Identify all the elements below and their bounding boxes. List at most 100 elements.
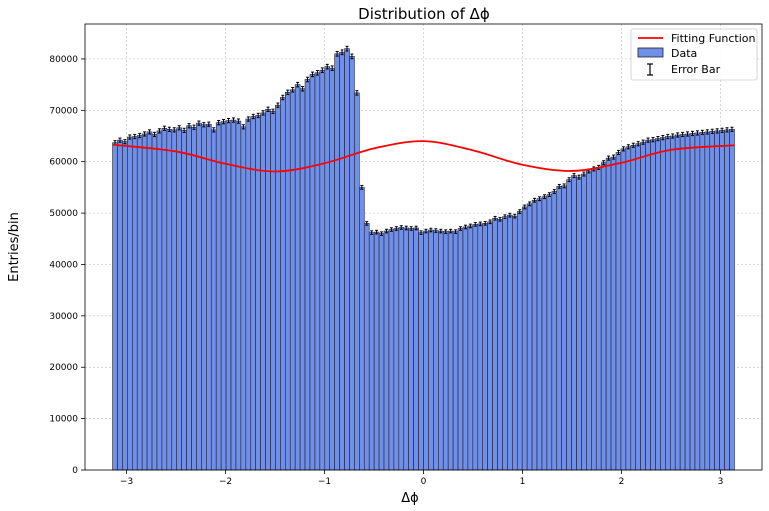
error-bar xyxy=(562,183,566,189)
error-bar xyxy=(730,126,734,132)
y-tick-label: 30000 xyxy=(49,312,78,322)
histogram-bar xyxy=(127,136,133,471)
error-bar xyxy=(424,228,428,234)
histogram-bar xyxy=(245,118,252,471)
histogram-bar xyxy=(630,144,637,471)
error-bar xyxy=(251,113,255,120)
histogram-bar xyxy=(235,120,242,471)
histogram-bar xyxy=(285,92,291,471)
error-bar xyxy=(202,122,206,128)
error-bar xyxy=(468,223,472,229)
histogram-bar xyxy=(660,137,666,471)
y-tick-label: 20000 xyxy=(49,363,78,373)
histogram-bar xyxy=(206,123,212,471)
error-bar xyxy=(577,174,581,180)
histogram-bar xyxy=(679,134,686,471)
error-bar xyxy=(537,196,541,202)
error-bar xyxy=(375,229,379,235)
error-bar xyxy=(478,221,482,227)
histogram-bar xyxy=(452,231,459,471)
histogram-bar xyxy=(166,129,173,471)
histogram-bar xyxy=(526,203,533,471)
histogram-bar xyxy=(714,130,720,471)
error-bar xyxy=(676,132,680,138)
error-bar xyxy=(463,224,467,230)
x-axis-title: Δϕ xyxy=(401,491,418,506)
error-bar xyxy=(394,226,398,231)
error-bar xyxy=(607,155,611,161)
error-bar xyxy=(133,133,137,140)
error-bar xyxy=(315,70,319,76)
histogram-bar xyxy=(442,231,449,471)
error-bar xyxy=(143,131,147,137)
error-bar xyxy=(246,116,250,122)
histogram-bar xyxy=(477,223,484,471)
histogram-bar xyxy=(576,176,582,471)
error-bar xyxy=(217,120,221,126)
histogram-bar xyxy=(457,228,464,471)
histogram-bar xyxy=(289,89,296,471)
error-bar xyxy=(162,125,166,131)
error-bar xyxy=(365,221,369,226)
error-bar xyxy=(547,192,551,197)
histogram-bar xyxy=(359,187,365,471)
histogram-bar xyxy=(669,135,676,471)
histogram-bar xyxy=(586,170,592,471)
error-bar xyxy=(552,189,556,194)
error-bar xyxy=(498,216,502,222)
x-tick-label: 1 xyxy=(520,477,526,487)
x-tick-label: −2 xyxy=(219,477,232,487)
error-bar xyxy=(320,67,324,74)
legend-data-swatch xyxy=(637,47,664,58)
histogram-bar xyxy=(368,232,375,471)
error-bar xyxy=(325,63,329,70)
histogram-bar xyxy=(665,136,671,471)
legend-error-label: Error Bar xyxy=(671,63,721,76)
histogram-bar xyxy=(615,152,622,471)
error-bar xyxy=(241,124,245,130)
histogram-bar xyxy=(191,126,197,471)
histogram-bar xyxy=(719,130,725,471)
error-bar xyxy=(128,134,132,140)
histogram-bar xyxy=(512,215,518,471)
error-bar xyxy=(266,106,270,112)
legend-fit-label: Fitting Function xyxy=(671,32,756,45)
error-bar xyxy=(148,129,152,135)
histogram-bar xyxy=(482,223,488,471)
histogram-bar xyxy=(709,131,716,471)
y-tick-label: 0 xyxy=(72,466,78,476)
error-bar xyxy=(508,212,512,218)
error-bar xyxy=(271,108,275,115)
error-bar xyxy=(340,49,344,56)
histogram-bar xyxy=(304,79,311,471)
error-bar xyxy=(123,139,127,145)
x-tick-label: −3 xyxy=(120,477,133,487)
error-bar xyxy=(616,149,620,155)
histogram-bar xyxy=(161,128,168,471)
histogram-bar xyxy=(122,141,128,471)
histogram-bar xyxy=(383,230,390,471)
histogram-bar xyxy=(418,232,424,471)
histogram-bar xyxy=(294,84,301,471)
error-bar xyxy=(301,86,305,92)
histogram-bar xyxy=(674,134,681,471)
histogram-bar xyxy=(591,168,597,471)
histogram-bar xyxy=(186,125,192,471)
histogram-bar xyxy=(354,92,360,471)
error-bar xyxy=(434,228,438,233)
error-bar xyxy=(192,124,196,130)
error-bar xyxy=(310,71,314,78)
error-bar xyxy=(444,229,448,234)
histogram-bar xyxy=(255,115,261,471)
histogram-bar xyxy=(196,122,202,471)
histogram-bar xyxy=(413,227,419,471)
error-bar xyxy=(399,225,403,230)
error-bar xyxy=(715,128,719,134)
x-tick-label: 3 xyxy=(718,477,724,487)
fit-line xyxy=(112,140,735,173)
x-tick-label: −1 xyxy=(318,477,331,487)
histogram-bar xyxy=(275,104,281,471)
error-bar xyxy=(488,219,492,225)
error-bar xyxy=(725,127,729,133)
error-bar xyxy=(695,130,699,136)
